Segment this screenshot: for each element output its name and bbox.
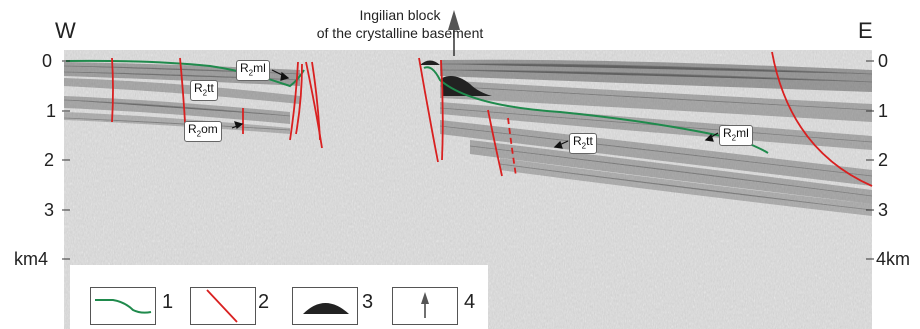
legend-number-1: 1 (162, 291, 174, 313)
green-horizon-line-icon (95, 299, 152, 314)
legend-box-4 (392, 287, 458, 325)
depth-right-4: 4km (876, 249, 911, 269)
horizon-label-r2om-left: R2om (184, 121, 222, 143)
horizon-label-r2ml-left: R2ml (236, 60, 270, 82)
label-prefix: R (188, 122, 197, 136)
depth-left-1: 1 (46, 101, 57, 121)
label-suffix: tt (586, 134, 593, 148)
faults (111, 51, 873, 187)
horizon-label-r2tt-left: R2tt (190, 80, 218, 102)
basement-mound (420, 60, 440, 65)
legend-number-4: 4 (464, 291, 476, 313)
legend-number-2: 2 (258, 291, 270, 313)
depth-left-4: km4 (14, 249, 49, 269)
depth-right-1: 1 (878, 101, 889, 121)
basement-arrow-head (448, 10, 460, 30)
depth-ticks (62, 60, 874, 260)
black-mound-icon (303, 303, 349, 314)
depth-left-3: 3 (44, 200, 55, 220)
red-fault-line-icon (206, 289, 238, 323)
label-sub: 2 (581, 141, 587, 151)
title: Ingilian block of the crystalline baseme… (250, 6, 550, 42)
depth-right-3: 3 (878, 200, 889, 220)
east-label: E (858, 18, 873, 43)
label-suffix: om (201, 122, 218, 136)
label-sub: 2 (731, 133, 737, 143)
label-prefix: R (573, 134, 582, 148)
depth-left-2: 2 (44, 150, 55, 170)
label-suffix: tt (207, 81, 214, 95)
label-suffix: ml (253, 61, 266, 75)
label-sub: 2 (202, 88, 208, 98)
basement-wedge (442, 76, 492, 96)
legend-box-2 (190, 287, 256, 325)
label-arrows (231, 69, 719, 149)
label-sub: 2 (248, 68, 254, 78)
label-prefix: R (723, 126, 732, 140)
legend-box-3 (292, 287, 358, 325)
west-label: W (55, 18, 76, 43)
up-arrow-icon (421, 292, 429, 318)
depth-right-0: 0 (878, 51, 889, 71)
label-sub: 2 (196, 129, 202, 139)
legend-box-1 (90, 287, 156, 325)
legend: 1 2 3 4 (70, 265, 488, 329)
horizon-label-r2ml-right: R2ml (719, 125, 753, 147)
label-prefix: R (240, 61, 249, 75)
depth-right-2: 2 (878, 150, 889, 170)
horizon-label-r2tt-right: R2tt (569, 133, 597, 155)
depth-left-0: 0 (42, 51, 53, 71)
title-line-2: of the crystalline basement (316, 25, 484, 41)
label-prefix: R (194, 81, 203, 95)
title-line-1: Ingilian block (359, 7, 441, 23)
legend-number-3: 3 (362, 291, 374, 313)
label-suffix: ml (736, 126, 749, 140)
horizon-r2ml-left (65, 59, 305, 88)
